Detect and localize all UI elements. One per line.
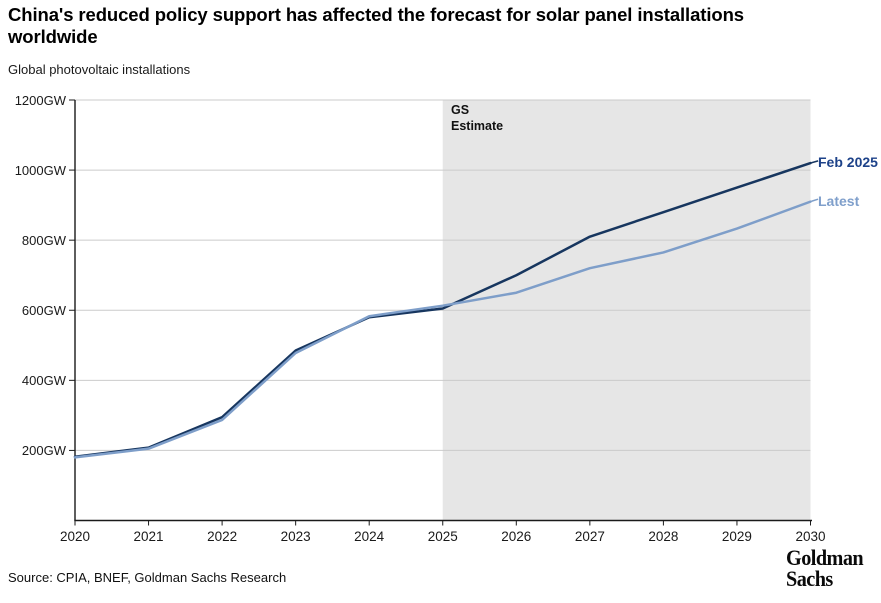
- y-axis-label: 1200GW: [14, 92, 66, 108]
- x-axis-label: 2023: [280, 528, 311, 544]
- logo-line-2: Sachs: [786, 565, 833, 591]
- x-axis-label: 2027: [574, 528, 605, 544]
- series-line-latest: [73, 200, 812, 459]
- gs-estimate-label: GS Estimate: [451, 103, 504, 133]
- x-axis-label: 2030: [795, 528, 826, 544]
- series-end-tick: [811, 198, 819, 202]
- page-title: China's reduced policy support has affec…: [8, 4, 744, 47]
- logo-line-1: Goldman: [786, 545, 864, 570]
- series-label-latest: Latest: [818, 192, 860, 209]
- series-line-feb-2025: [73, 161, 812, 458]
- chart-subtitle: Global photovoltaic installations: [8, 62, 191, 77]
- x-axis-label: 2024: [354, 528, 385, 544]
- source-note: Source: CPIA, BNEF, Goldman Sachs Resear…: [8, 570, 287, 585]
- x-axis-label: 2025: [427, 528, 458, 544]
- x-axis-label: 2020: [59, 528, 91, 544]
- y-axis-label: 1000GW: [14, 162, 66, 178]
- y-axis-label: 400GW: [21, 372, 66, 388]
- y-axis-label: 600GW: [21, 302, 66, 318]
- series-label-feb-2025: Feb 2025: [818, 154, 878, 171]
- y-axis-label: 200GW: [21, 442, 66, 458]
- x-axis-label: 2029: [721, 528, 752, 544]
- x-axis-label: 2028: [648, 528, 679, 544]
- goldman-sachs-logo: Goldman Sachs: [786, 545, 864, 591]
- y-axis-label: 800GW: [21, 232, 66, 248]
- x-axis-label: 2022: [207, 528, 238, 544]
- series-end-tick: [811, 160, 819, 164]
- x-axis-label: 2026: [501, 528, 532, 544]
- x-axis-label: 2021: [133, 528, 164, 544]
